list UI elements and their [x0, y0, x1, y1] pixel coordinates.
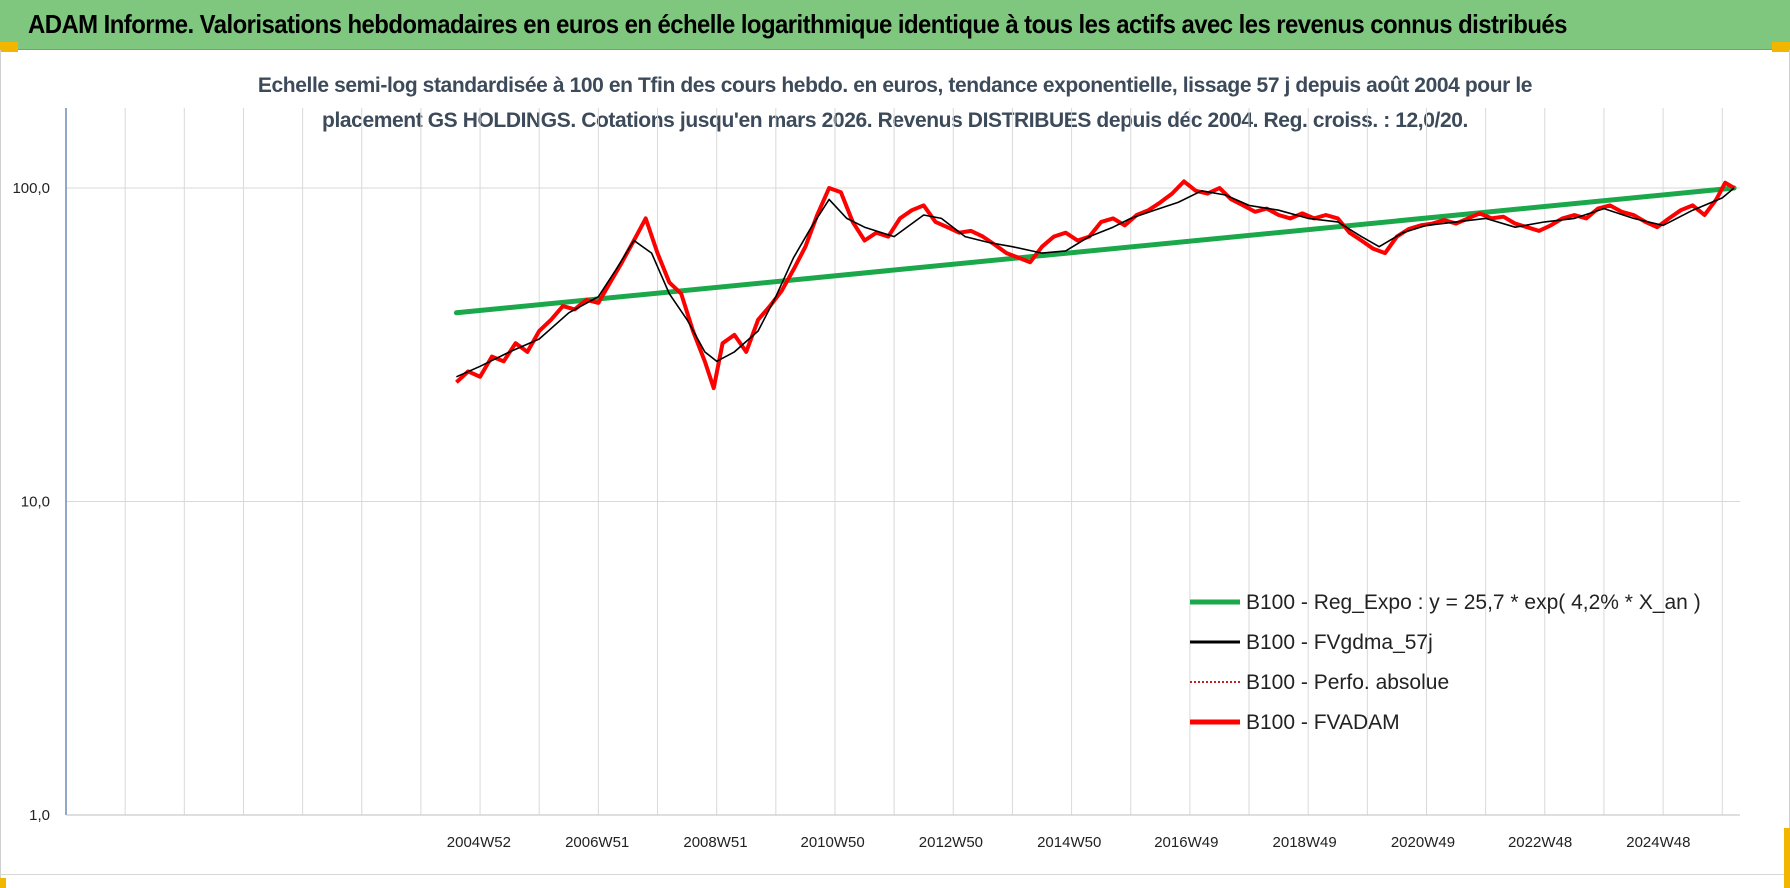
- x-tick-label: 2020W49: [1391, 834, 1455, 851]
- corner-handle-right[interactable]: [1772, 42, 1790, 52]
- y-tick-label: 100,0: [12, 180, 50, 197]
- corner-handle-bottom-left[interactable]: [0, 878, 6, 888]
- title-banner: ADAM Informe. Valorisations hebdomadaire…: [0, 0, 1790, 50]
- legend-label-fvadam: B100 - FVADAM: [1246, 711, 1400, 734]
- x-tick-label: 2012W50: [919, 834, 983, 851]
- legend-label-reg_expo: B100 - Reg_Expo : y = 25,7 * exp( 4,2% *…: [1246, 591, 1701, 614]
- page-title: ADAM Informe. Valorisations hebdomadaire…: [28, 9, 1567, 39]
- x-tick-label: 2010W50: [800, 834, 864, 851]
- chart-title-line-1: Echelle semi-log standardisée à 100 en T…: [257, 74, 1533, 97]
- y-tick-label: 1,0: [29, 807, 50, 824]
- x-tick-label: 2024W48: [1626, 834, 1690, 851]
- corner-handle-bottom-right[interactable]: [1784, 828, 1790, 888]
- x-tick-label: 2018W49: [1273, 834, 1337, 851]
- chart-title-line-2: placement GS HOLDINGS. Cotations jusqu'e…: [322, 109, 1468, 132]
- corner-handle-left[interactable]: [0, 42, 18, 52]
- x-tick-label: 2022W48: [1508, 834, 1572, 851]
- x-tick-label: 2008W51: [683, 834, 747, 851]
- legend-label-fvgdma: B100 - FVgdma_57j: [1246, 631, 1433, 654]
- bottom-divider: [0, 874, 1790, 875]
- series-line-fvadam: [455, 179, 1736, 391]
- legend-label-perfo: B100 - Perfo. absolue: [1246, 671, 1449, 694]
- x-tick-label: 2004W52: [447, 834, 511, 851]
- y-tick-label: 10,0: [21, 494, 50, 511]
- x-tick-label: 2014W50: [1037, 834, 1101, 851]
- series-line-fvgdma: [456, 187, 1735, 378]
- x-tick-label: 2006W51: [565, 834, 629, 851]
- x-tick-label: 2016W49: [1154, 834, 1218, 851]
